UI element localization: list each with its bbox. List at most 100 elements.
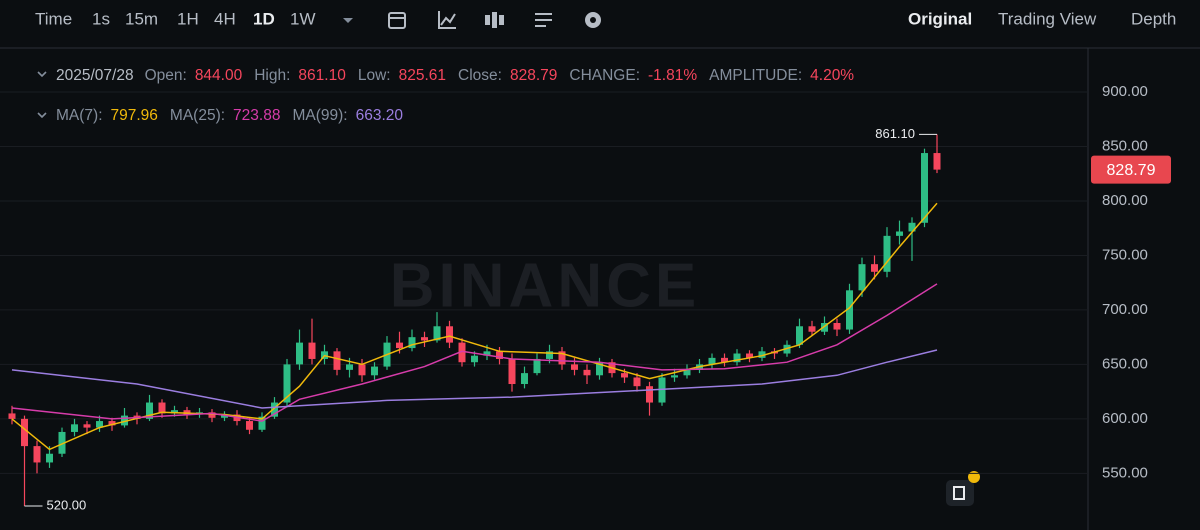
interval-tab[interactable]: 1D [253, 9, 275, 28]
candle-body [71, 424, 78, 432]
candle-body [558, 351, 566, 365]
ma-legend-label: MA(99): [292, 107, 347, 124]
y-tick-label: 800.00 [1102, 192, 1148, 209]
candle-body [108, 421, 116, 426]
candle-body [121, 415, 128, 426]
candle-body [883, 235, 891, 272]
candle-body [458, 342, 466, 363]
ma-legend-label: MA(7): [56, 107, 103, 124]
view-tab[interactable]: Depth [1131, 9, 1176, 28]
candle-body [171, 410, 178, 414]
candle-body [46, 453, 53, 463]
candle-body [208, 412, 216, 418]
info-label: Open: [145, 67, 187, 84]
interval-tab[interactable]: 1W [290, 9, 316, 28]
chart-type-icon[interactable] [485, 12, 504, 28]
candle-body [271, 402, 278, 417]
candle-body [146, 402, 153, 419]
candle-body [808, 326, 816, 332]
y-tick-label: 650.00 [1102, 355, 1148, 372]
info-label: AMPLITUDE: [709, 67, 802, 84]
interval-tab[interactable]: 4H [214, 9, 236, 28]
candle-body [21, 418, 28, 447]
info-value: 4.20% [810, 67, 854, 84]
candle-body [571, 364, 578, 370]
candle-body [33, 446, 41, 463]
candle-body [371, 366, 378, 376]
watermark: BINANCE [390, 251, 700, 320]
y-tick-label: 600.00 [1102, 410, 1148, 427]
candle-body [96, 421, 103, 428]
candle-body [496, 351, 503, 359]
ma-legend-value: 797.96 [111, 107, 158, 124]
candle-body [283, 364, 291, 403]
candle-body [546, 351, 553, 359]
candle-body [733, 353, 741, 363]
y-tick-label: 850.00 [1102, 137, 1148, 154]
candle-body [483, 351, 491, 356]
collapse-icon[interactable] [37, 71, 47, 78]
ma-line [11, 283, 938, 422]
ma-legend-value: 723.88 [233, 107, 280, 124]
candle-body [821, 323, 828, 332]
calendar-icon[interactable] [388, 12, 406, 29]
candle-body [471, 355, 478, 363]
interval-tab[interactable]: Time [35, 9, 72, 28]
indicator-icon[interactable] [438, 11, 456, 29]
candle-body [908, 222, 916, 232]
interval-tab[interactable]: 1s [92, 9, 110, 28]
candle-body [646, 386, 653, 403]
candle-body [921, 153, 928, 223]
info-label: Low: [358, 67, 391, 84]
candle-body [521, 373, 528, 385]
candle-body [158, 402, 166, 414]
candle-body [858, 264, 866, 291]
interval-tab[interactable]: 15m [125, 9, 158, 28]
scroll-to-latest[interactable] [946, 480, 974, 506]
template-icon[interactable] [535, 13, 552, 27]
last-price-tag [1091, 155, 1171, 184]
view-tab[interactable]: Original [908, 9, 972, 28]
candle-body [446, 326, 453, 343]
candle-body [421, 337, 428, 341]
candle-body [896, 231, 903, 236]
y-tick-label: 750.00 [1102, 246, 1148, 263]
ma-line [11, 202, 938, 451]
view-tab[interactable]: Trading View [998, 9, 1097, 28]
info-value: -1.81% [648, 67, 697, 84]
interval-tab[interactable]: 1H [177, 9, 199, 28]
collapse-icon[interactable] [37, 112, 47, 119]
max-label: 861.10 [875, 126, 915, 141]
candle-body [683, 369, 691, 376]
candle-body [708, 357, 716, 365]
candle-body [296, 342, 303, 365]
candle-body [83, 424, 91, 428]
candle-body [596, 362, 603, 376]
info-label: CHANGE: [569, 67, 640, 84]
candle-body [258, 416, 266, 430]
candle-body [846, 290, 853, 330]
candle-body [221, 414, 228, 418]
candle-body [933, 153, 941, 170]
dropdown-icon[interactable] [343, 18, 353, 23]
info-value: 844.00 [195, 67, 243, 84]
ma-line [11, 349, 938, 409]
candle-body [183, 410, 191, 415]
candle-body [433, 326, 441, 341]
info-value: 861.10 [298, 67, 346, 84]
candle-body [671, 375, 678, 378]
info-label: Close: [458, 67, 502, 84]
candle-body [8, 413, 16, 419]
ma-legend-value: 663.20 [356, 107, 404, 124]
candle-body [796, 326, 803, 345]
candle-body [408, 337, 416, 349]
candle-body [58, 431, 66, 454]
candle-body [871, 264, 878, 272]
settings-icon[interactable] [585, 12, 601, 28]
info-value: 828.79 [510, 67, 557, 84]
candle-body [533, 358, 541, 374]
info-value: 825.61 [399, 67, 446, 84]
y-tick-label: 900.00 [1102, 83, 1148, 100]
